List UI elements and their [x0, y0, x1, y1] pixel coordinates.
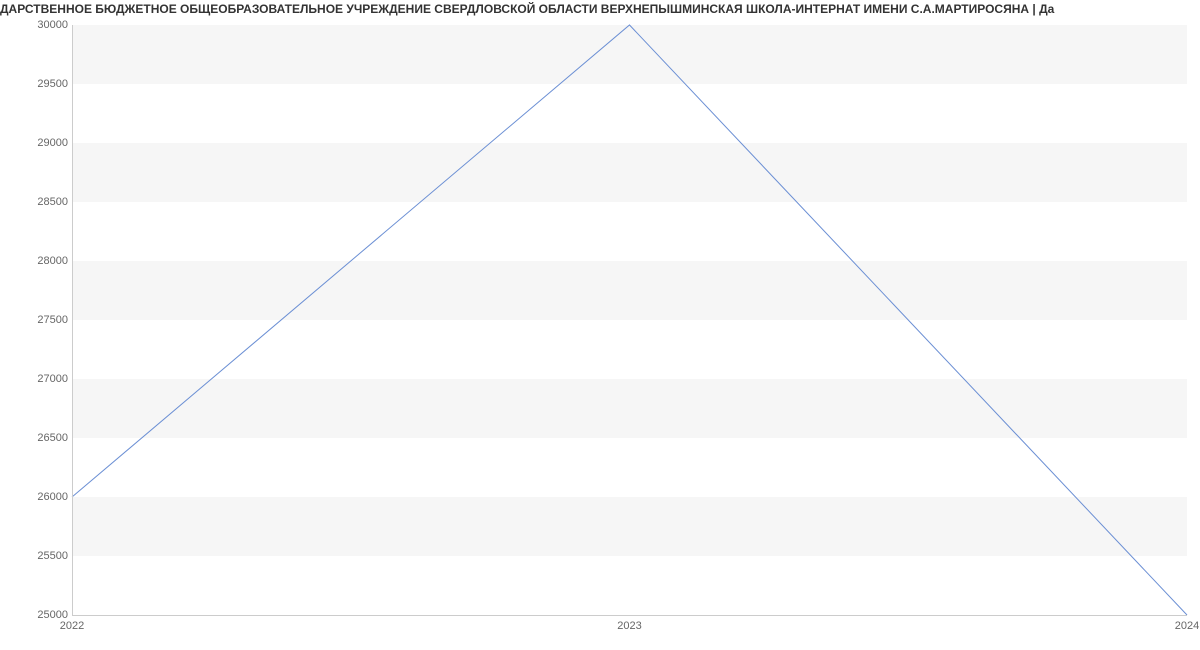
- y-tick-label: 27500: [37, 314, 68, 326]
- y-tick-label: 26500: [37, 432, 68, 444]
- x-tick-label: 2024: [1175, 620, 1199, 632]
- chart-title: ДАРСТВЕННОЕ БЮДЖЕТНОЕ ОБЩЕОБРАЗОВАТЕЛЬНО…: [0, 2, 1200, 16]
- y-tick-label: 25500: [37, 550, 68, 562]
- plot-area: [72, 25, 1187, 615]
- y-tick-label: 28500: [37, 196, 68, 208]
- y-tick-label: 30000: [37, 19, 68, 31]
- x-tick-label: 2022: [60, 620, 84, 632]
- y-tick-label: 29000: [37, 137, 68, 149]
- y-tick-label: 26000: [37, 491, 68, 503]
- x-axis-line: [72, 615, 1187, 616]
- x-tick-label: 2023: [617, 620, 641, 632]
- y-tick-label: 28000: [37, 255, 68, 267]
- chart-container: ДАРСТВЕННОЕ БЮДЖЕТНОЕ ОБЩЕОБРАЗОВАТЕЛЬНО…: [0, 0, 1200, 650]
- y-tick-label: 27000: [37, 373, 68, 385]
- line-series: [72, 25, 1187, 615]
- y-axis-line: [72, 25, 73, 615]
- y-tick-label: 29500: [37, 78, 68, 90]
